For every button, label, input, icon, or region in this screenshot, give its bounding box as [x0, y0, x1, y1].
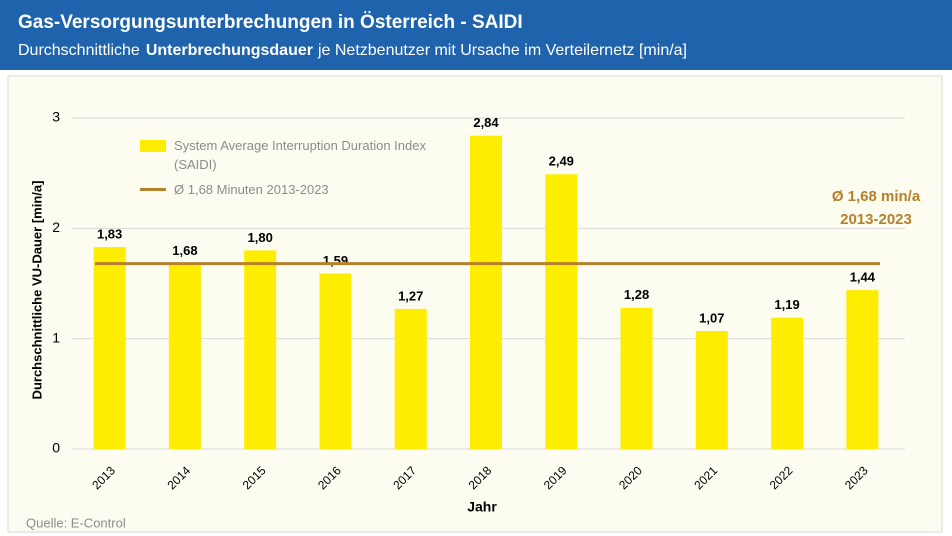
bar: [545, 174, 578, 449]
x-axis-label: Jahr: [467, 499, 497, 515]
value-label: 1,07: [699, 310, 724, 325]
bar: [620, 307, 653, 449]
value-label: 1,59: [323, 253, 348, 268]
legend-item: Ø 1,68 Minuten 2013-2023: [140, 180, 440, 199]
bar: [695, 330, 728, 449]
value-label: 2,84: [473, 115, 499, 130]
bar: [168, 263, 201, 449]
bar: [244, 250, 277, 449]
legend-swatch: [140, 188, 166, 191]
subtitle-part: je Netzbenutzer mit Ursache im Verteiler…: [317, 42, 687, 59]
bar: [93, 247, 126, 449]
legend: System Average Interruption Duration Ind…: [140, 136, 440, 205]
bar: [470, 135, 502, 450]
y-tick-label: 0: [52, 440, 60, 456]
bar: [846, 290, 879, 449]
source: Quelle: E-Control: [26, 515, 126, 530]
legend-swatch: [140, 140, 166, 152]
subtitle-part: Durchschnittliche: [18, 42, 140, 59]
value-label: 1,28: [624, 287, 649, 302]
y-tick-label: 3: [52, 109, 60, 125]
subtitle-bold: Unterbrechungsdauer: [146, 42, 313, 59]
value-label: 1,19: [774, 297, 799, 312]
value-label: 1,83: [97, 227, 122, 242]
bar: [394, 308, 427, 449]
average-annotation: 2013-2023: [840, 211, 912, 228]
y-axis-label: Durchschnittliche VU-Dauer [min/a]: [29, 181, 44, 400]
value-label: 1,80: [248, 230, 273, 245]
value-label: 1,44: [850, 270, 876, 285]
value-label: 1,68: [172, 243, 197, 258]
chart-subtitle: Durchschnittliche Unterbrechungsdauer je N…: [18, 42, 687, 59]
y-tick-label: 2: [52, 219, 60, 235]
value-label: 2,49: [549, 154, 574, 169]
legend-label: Ø 1,68 Minuten 2013-2023: [174, 182, 329, 197]
bar: [771, 317, 804, 449]
average-annotation: Ø 1,68 min/a: [832, 188, 921, 205]
header-band: [0, 0, 952, 70]
bar: [319, 273, 352, 449]
value-label: 1,27: [398, 288, 423, 303]
legend-label: System Average Interruption Duration Ind…: [174, 138, 426, 172]
y-tick-label: 1: [52, 329, 60, 345]
chart-title: Gas-Versorgungsunterbrechungen in Österr…: [18, 12, 523, 33]
legend-item: System Average Interruption Duration Ind…: [140, 136, 440, 174]
